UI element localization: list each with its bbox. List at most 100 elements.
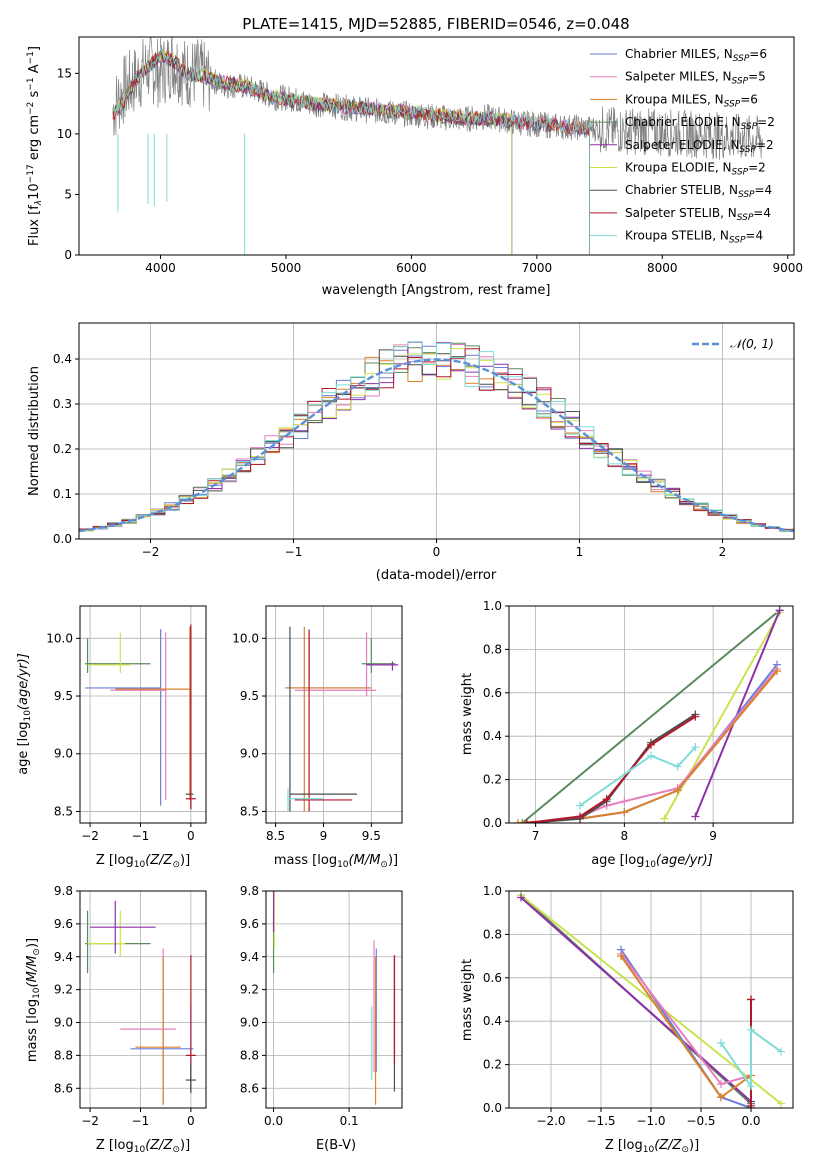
legend-entry: Chabrier ELODIE, NSSP=2 [625, 115, 775, 132]
frame [79, 605, 207, 824]
frame [265, 890, 403, 1109]
y-tick-label: 15 [57, 66, 72, 80]
plot-area [266, 606, 402, 823]
gaussian-curve [79, 358, 794, 533]
plot-area [79, 323, 794, 539]
y-tick-label: 0 [64, 248, 72, 262]
weight-marker [747, 1025, 755, 1034]
legend-label: Kroupa ELODIE, N [625, 161, 732, 175]
legend-entry: Kroupa STELIB, NSSP=4 [625, 229, 763, 246]
legend-entry: Salpeter ELODIE, NSSP=2 [625, 138, 774, 155]
x-tick-label: 9 [709, 829, 717, 843]
legend-entry: Chabrier STELIB, NSSP=4 [625, 183, 772, 200]
y-tick-label: 1.0 [483, 884, 502, 898]
x-tick-label: 8000 [647, 261, 678, 275]
x-tick-label: 0 [187, 829, 195, 843]
weight-marker [747, 1082, 755, 1091]
x-axis-label: (data-model)/error [376, 568, 497, 583]
plot-area [509, 891, 793, 1108]
chart-title: PLATE=1415, MJD=52885, FIBERID=0546, z=0… [242, 15, 629, 33]
y-tick-label: 8.6 [240, 1081, 259, 1095]
weight-marker [602, 795, 611, 804]
y-tick-label: 0.4 [53, 352, 72, 366]
weight-marker [747, 1101, 755, 1108]
legend-suffix: =4 [753, 206, 771, 220]
x-tick-label: 4000 [145, 261, 176, 275]
y-tick-label: 0.4 [483, 1014, 502, 1028]
y-tick-label: 5 [64, 187, 72, 201]
y-tick-label: 9.5 [54, 689, 73, 703]
legend-suffix: =6 [740, 92, 758, 106]
cumulative-weight-line [579, 746, 697, 807]
y-tick-label: 0.3 [53, 397, 72, 411]
y-tick-label: 0.8 [483, 927, 502, 941]
weight-marker [717, 1080, 725, 1089]
legend-label: Salpeter MILES, N [625, 70, 732, 84]
age-vs-mass-panel: 8.5 9 9.5 8.5 9.0 9.5 10.0 mass [log10(M/M⊙)] [232, 605, 403, 870]
legend-suffix: =4 [755, 183, 773, 197]
spectrum-frame [78, 36, 795, 256]
frame [508, 605, 794, 824]
plot-area [80, 606, 206, 823]
x-tick-label: 2 [719, 545, 727, 559]
x-tick-label: 7 [532, 829, 540, 843]
legend-entry: Chabrier MILES, NSSP=6 [625, 47, 767, 64]
frame [79, 890, 207, 1109]
weight-marker [777, 1047, 785, 1056]
y-axis-label: Flux [fλ10−17 erg cm−2 s−1 A−1] [26, 46, 44, 246]
weight-marker [518, 819, 527, 823]
legend-sub: SSP [733, 54, 750, 64]
y-axis-label: age [log10(age/yr)] [16, 653, 33, 775]
legend-suffix: =5 [748, 70, 766, 84]
x-tick-label: 9.5 [362, 829, 381, 843]
plot-area [509, 606, 793, 823]
x-tick-label: 0.0 [264, 1114, 283, 1128]
cumulative-weight-line [520, 896, 752, 1103]
legend-sub: SSP [732, 168, 749, 178]
weight-marker [576, 801, 584, 810]
x-tick-label: 0.0 [741, 1114, 760, 1128]
residual-histogram-panel: −2 −1 0 1 2 0.0 0.1 0.2 0.3 0.4 (data-model)/erro… [27, 322, 795, 583]
y-tick-label: 10.0 [46, 631, 73, 645]
x-tick-label: −0.5 [686, 1114, 715, 1128]
y-tick-label: 8.6 [54, 1081, 73, 1095]
y-tick-label: 9.0 [54, 1016, 73, 1030]
x-tick-label: 6000 [396, 261, 427, 275]
y-tick-label: 10 [57, 127, 72, 141]
y-axis-label: mass weight [460, 959, 475, 1041]
x-axis-label: wavelength [Angstrom, rest frame] [322, 283, 551, 298]
y-tick-label: 8.8 [54, 1048, 73, 1062]
legend-label: Salpeter STELIB, N [625, 206, 737, 220]
legend-sub: SSP [738, 190, 755, 200]
y-axis-label: Normed distribution [27, 366, 42, 496]
y-tick-label: 0.6 [483, 686, 502, 700]
weight-marker [673, 762, 682, 771]
y-tick-label: 10.0 [232, 631, 259, 645]
plot-area [266, 891, 402, 1108]
y-tick-label: 0.2 [483, 773, 502, 787]
legend-sub: SSP [741, 122, 758, 132]
cumulative-weight-line [521, 609, 781, 823]
mass-vs-ebv-panel: 0.0 0.1 8.6 8.8 9.0 9.2 9.4 9.6 9.8 E(B-V) [240, 884, 403, 1153]
legend-entry: Salpeter MILES, NSSP=5 [625, 70, 766, 87]
y-tick-label: 0.0 [483, 816, 502, 830]
y-tick-label: 0.0 [483, 1101, 502, 1115]
x-axis-label: Z [log10(Z/Z⊙)] [96, 853, 190, 870]
x-tick-label: −1 [285, 545, 303, 559]
weight-marker [691, 743, 700, 752]
legend-label: Chabrier MILES, N [625, 47, 733, 61]
x-tick-label: −1 [132, 829, 150, 843]
y-tick-label: 9.5 [240, 689, 259, 703]
x-tick-label: 8 [621, 829, 629, 843]
y-tick-label: 0.8 [483, 642, 502, 656]
massweight-vs-age-panel: 7 8 9 0.0 0.2 0.4 0.6 0.8 1.0 age [log10(age/yr)… [460, 599, 794, 870]
mass-vs-metallicity-panel: −2 −1 0 8.6 8.8 9.0 9.2 9.4 9.6 9.8 Z [log10(Z/Z⊙… [25, 884, 207, 1155]
legend-label: Salpeter ELODIE, N [625, 138, 739, 152]
x-tick-label: 0 [433, 545, 441, 559]
y-axis-label: mass [log10(M/M⊙)] [25, 938, 42, 1062]
y-tick-label: 9.6 [54, 917, 73, 931]
weight-marker [717, 1093, 725, 1102]
y-tick-label: 0.0 [53, 532, 72, 546]
